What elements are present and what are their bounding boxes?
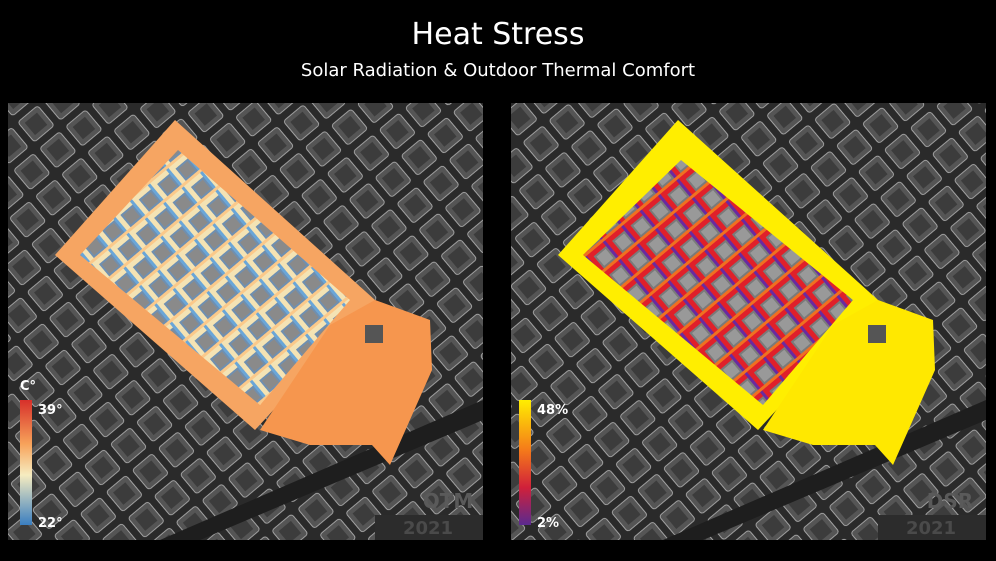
- building: [365, 325, 383, 343]
- year-box: [878, 515, 986, 540]
- legend-max: 39°: [38, 403, 63, 418]
- legend-max: 48%: [537, 403, 568, 418]
- layer-name: DSR: [927, 489, 973, 513]
- year: 2021: [906, 518, 956, 539]
- map-panel: 48% 2% DSR 2021: [511, 103, 986, 540]
- map-panel: C° 39° 22° OTM 2021: [8, 103, 483, 540]
- year-box: [375, 515, 483, 540]
- legend-min: 22°: [38, 516, 63, 531]
- plaza-zone: [260, 300, 432, 465]
- legend-bar: [20, 400, 32, 525]
- legend-unit: C°: [20, 379, 36, 394]
- heat-detail: [80, 150, 350, 405]
- title: Heat Stress: [412, 17, 585, 52]
- year: 2021: [403, 518, 453, 539]
- radiation-detail: [583, 160, 853, 405]
- plaza-zone: [763, 300, 935, 465]
- layer-name: OTM: [423, 489, 474, 513]
- building: [868, 325, 886, 343]
- subtitle: Solar Radiation & Outdoor Thermal Comfor…: [301, 60, 695, 81]
- legend-bar: [519, 400, 531, 525]
- legend-min: 2%: [537, 516, 559, 531]
